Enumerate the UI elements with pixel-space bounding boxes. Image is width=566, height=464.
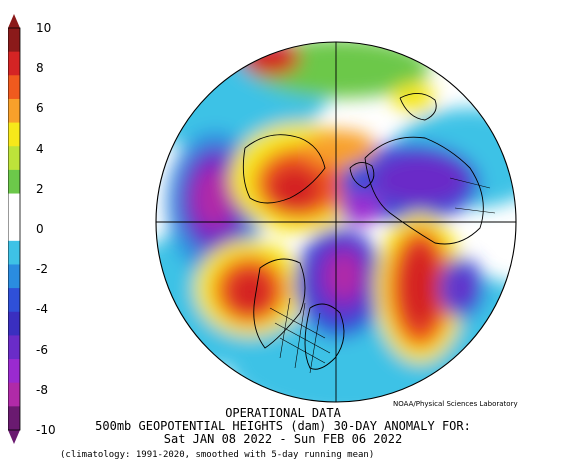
colorbar-tick-label: 4 (36, 141, 44, 156)
colorbar-tick-label: -8 (36, 382, 48, 397)
colorbar-segment (8, 98, 20, 124)
colorbar-segment (8, 122, 20, 147)
colorbar-segment (8, 217, 20, 242)
colorbar-outline (7, 27, 21, 431)
colorbar-tick-label: 6 (36, 101, 44, 116)
colorbar-tick-label: 0 (36, 222, 44, 236)
colorbar-tick-label: -2 (36, 262, 48, 277)
colorbar-tick-label: -10 (36, 423, 56, 437)
colorbar-segment (8, 193, 20, 218)
colorbar-bottom-arrow (8, 430, 20, 444)
colorbar: 10 8 6 4 2 0 -2 -4 -6 -8 -10 (7, 14, 56, 444)
colorbar-segment (8, 169, 20, 195)
political-borders (269, 177, 496, 374)
map-fields (156, 42, 516, 402)
colorbar-segment (8, 311, 20, 336)
colorbar-tick-label: 8 (36, 61, 44, 76)
coastlines (242, 93, 484, 370)
anomaly-map (155, 41, 517, 403)
colorbar-segment (8, 28, 20, 53)
colorbar-segment (8, 288, 20, 313)
title-line-2: 500mb GEOPOTENTIAL HEIGHTS (dam) 30-DAY … (95, 419, 471, 433)
colorbar-segment (8, 146, 20, 171)
colorbar-segment (8, 75, 20, 100)
colorbar-segments (8, 28, 20, 431)
colorbar-tick-label: -6 (36, 342, 48, 357)
colorbar-segment (8, 51, 20, 76)
colorbar-segment (8, 240, 20, 265)
credit-label: NOAA/Physical Sciences Laboratory (393, 400, 518, 408)
colorbar-segment (8, 335, 20, 360)
colorbar-top-arrow (8, 14, 20, 28)
colorbar-tick-label: -4 (36, 302, 48, 317)
colorbar-tick-label: 2 (36, 181, 44, 196)
colorbar-graphic (7, 14, 21, 444)
colorbar-tick-label: 10 (36, 21, 52, 35)
colorbar-segment (8, 382, 20, 407)
climatology-footnote: (climatology: 1991-2020, smoothed with 5… (60, 450, 375, 460)
colorbar-segment (8, 264, 20, 289)
map-border (155, 41, 517, 403)
colorbar-segment (8, 359, 20, 384)
title-line-3: Sat JAN 08 2022 - Sun FEB 06 2022 (163, 432, 403, 446)
title-line-1: OPERATIONAL DATA (225, 406, 341, 420)
colorbar-segment (8, 406, 20, 431)
